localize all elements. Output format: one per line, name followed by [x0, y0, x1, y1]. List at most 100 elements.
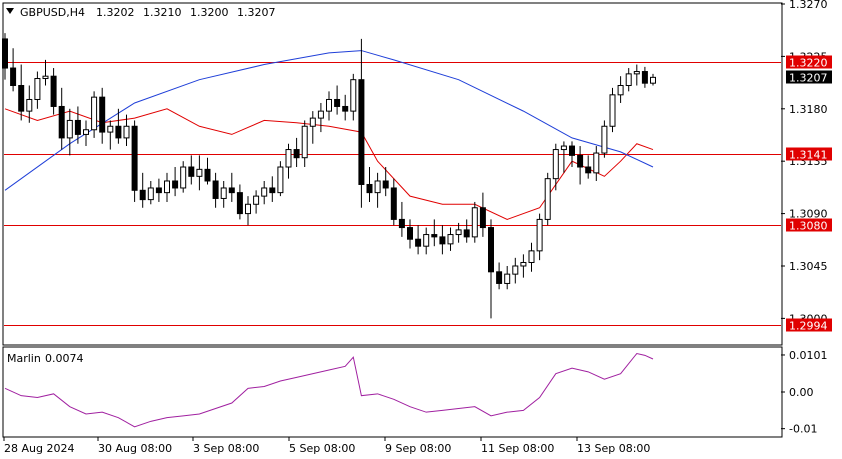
marlin-series-line [4, 352, 654, 428]
candle [496, 262, 503, 290]
candle-body [569, 145, 575, 156]
candle-body [488, 227, 494, 273]
candle-body [415, 238, 422, 247]
candle [293, 137, 300, 168]
price-tick-label: 1.3180 [789, 103, 828, 116]
candle-body [520, 261, 527, 267]
candle-body [528, 250, 535, 263]
level-label: 1.3220 [789, 57, 828, 70]
candle [334, 85, 341, 115]
candle-body [123, 125, 130, 139]
candle [342, 94, 349, 121]
candle-body [374, 180, 381, 194]
time-tick-label: 30 Aug 08:00 [98, 442, 172, 455]
candle [180, 161, 187, 193]
candle-body [617, 85, 624, 96]
candle-body [585, 166, 592, 174]
candle-body [164, 180, 170, 194]
candle-body [172, 180, 179, 189]
candle [2, 33, 8, 80]
candle-body [228, 187, 235, 194]
price-tick-label: 1.3090 [789, 208, 828, 221]
candles [2, 33, 656, 319]
candle [447, 227, 454, 251]
candle [544, 172, 551, 226]
candle-body [601, 125, 608, 154]
chevron-down-icon[interactable] [6, 8, 14, 14]
candle-body [91, 96, 98, 131]
candle-body [269, 187, 276, 194]
level-label-bg [786, 218, 832, 232]
time-tick-label: 28 Aug 2024 [4, 442, 74, 455]
candle-body [593, 152, 600, 174]
candle-body [42, 75, 49, 80]
candle-body [131, 125, 138, 191]
candle [91, 91, 98, 138]
candle-body [625, 73, 632, 87]
level-label-bg [786, 55, 832, 69]
candle [131, 120, 138, 202]
candle [455, 222, 462, 243]
candle-body [560, 145, 567, 151]
candle-body [382, 180, 389, 189]
level-label: 1.2994 [789, 320, 828, 333]
indicator-tick-label: -0.01 [789, 423, 817, 436]
candle-body [309, 117, 316, 127]
level-label: 1.3141 [789, 149, 828, 162]
candle-body [50, 75, 57, 107]
candle [212, 172, 219, 208]
candle-body [366, 183, 373, 194]
candle [236, 184, 243, 220]
candle [42, 59, 49, 86]
price-pane-frame [2, 2, 783, 346]
candle [609, 87, 616, 133]
candle-body [317, 110, 324, 119]
candle [569, 141, 575, 168]
candle-body [83, 129, 89, 135]
indicator-tick-label: 0.00 [789, 386, 814, 399]
candle-body [463, 229, 470, 238]
level-label-bg [786, 318, 832, 332]
candle [552, 143, 559, 191]
candle-body [18, 85, 25, 112]
candle-body [544, 178, 551, 220]
candle [74, 106, 81, 144]
candle-body [390, 187, 397, 220]
candle [641, 66, 648, 88]
candle-body [512, 265, 519, 275]
candle [488, 219, 494, 319]
candle [528, 242, 535, 272]
candle [99, 87, 106, 144]
candle [139, 172, 146, 208]
candle [536, 213, 543, 261]
candle [277, 161, 284, 197]
candle-body [155, 187, 162, 194]
candle-body [293, 149, 300, 159]
candle [107, 120, 114, 150]
candle [650, 73, 656, 86]
candle-body [650, 76, 656, 84]
candle-body [479, 207, 486, 229]
price-tick-label: 1.3045 [789, 260, 828, 273]
open-value: 1.3202 [96, 6, 135, 19]
candle [58, 87, 65, 150]
candle [366, 167, 373, 202]
candle [415, 225, 422, 255]
candle-body [577, 154, 584, 168]
candle-body [496, 271, 503, 284]
candle [66, 108, 73, 156]
candle [504, 265, 511, 290]
candle-body [74, 119, 81, 135]
candle [350, 73, 357, 121]
candle-body [115, 125, 122, 139]
candle-body [58, 105, 65, 139]
candle-body [536, 218, 543, 252]
low-value: 1.3200 [190, 6, 229, 19]
candle [301, 120, 308, 168]
candle [123, 114, 130, 147]
candle-body [99, 96, 106, 133]
candle-body [107, 125, 114, 133]
candle [196, 155, 203, 191]
candle [309, 111, 316, 144]
